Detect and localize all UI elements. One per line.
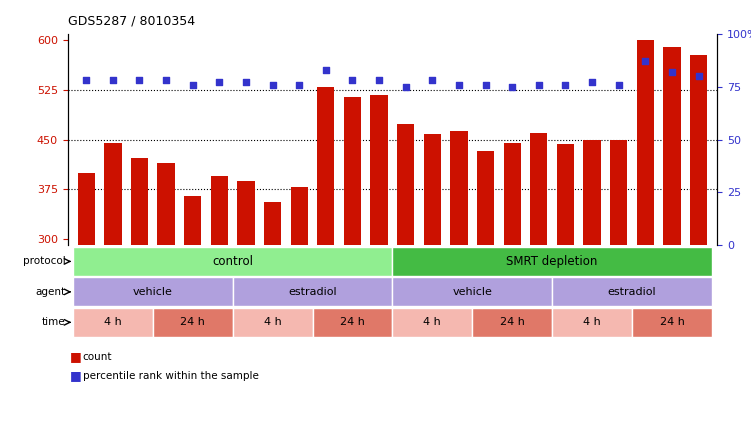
Bar (131, 158, 148, 423)
Bar (451, 131, 468, 423)
Point (267, 81, 279, 88)
Point (453, 81, 465, 88)
Point (559, 81, 572, 88)
Point (134, 77, 146, 84)
Bar (556, 144, 574, 423)
Text: 24 h: 24 h (499, 317, 525, 327)
Text: protocol: protocol (23, 256, 65, 266)
Point (373, 77, 385, 84)
Bar (77, 173, 95, 423)
Point (639, 58, 651, 65)
Point (666, 69, 678, 75)
Bar (504, 143, 521, 423)
Point (187, 81, 199, 88)
Point (293, 81, 305, 88)
Text: control: control (212, 255, 253, 268)
Bar (104, 143, 122, 423)
Point (213, 79, 225, 86)
Text: vehicle: vehicle (452, 287, 492, 297)
Point (160, 77, 172, 84)
Text: 4 h: 4 h (104, 317, 122, 327)
Point (346, 77, 358, 84)
Text: estradiol: estradiol (288, 287, 337, 297)
Point (80, 77, 92, 84)
Text: ■: ■ (70, 369, 82, 382)
Bar (610, 140, 627, 423)
Text: SMRT depletion: SMRT depletion (506, 255, 598, 268)
Bar (237, 181, 255, 423)
Text: time: time (42, 317, 65, 327)
Text: 4 h: 4 h (264, 317, 282, 327)
Bar (211, 176, 228, 423)
Point (532, 81, 544, 88)
Text: estradiol: estradiol (608, 287, 656, 297)
Point (480, 81, 492, 88)
Point (506, 83, 518, 90)
Bar (291, 187, 308, 423)
Bar (397, 124, 415, 423)
Bar (370, 95, 388, 423)
Point (427, 77, 439, 84)
Bar (264, 202, 281, 423)
Bar (158, 163, 175, 423)
Text: vehicle: vehicle (133, 287, 173, 297)
Text: 24 h: 24 h (659, 317, 684, 327)
Bar (663, 47, 680, 423)
Point (400, 83, 412, 90)
Bar (584, 140, 601, 423)
Bar (637, 41, 654, 423)
Point (107, 77, 119, 84)
Bar (477, 151, 494, 423)
Bar (530, 133, 547, 423)
Text: ■: ■ (70, 350, 82, 363)
Bar (184, 196, 201, 423)
Bar (424, 135, 441, 423)
Bar (317, 87, 334, 423)
Point (320, 66, 332, 73)
Text: 4 h: 4 h (424, 317, 441, 327)
Point (613, 81, 625, 88)
Bar (344, 96, 361, 423)
Bar (690, 55, 707, 423)
Text: count: count (83, 352, 112, 362)
Text: 24 h: 24 h (180, 317, 205, 327)
Text: 4 h: 4 h (584, 317, 601, 327)
Point (692, 73, 704, 80)
Text: percentile rank within the sample: percentile rank within the sample (83, 371, 258, 381)
Point (586, 79, 598, 86)
Point (240, 79, 252, 86)
Text: agent: agent (35, 287, 65, 297)
Text: 24 h: 24 h (340, 317, 365, 327)
Text: GDS5287 / 8010354: GDS5287 / 8010354 (68, 15, 195, 28)
